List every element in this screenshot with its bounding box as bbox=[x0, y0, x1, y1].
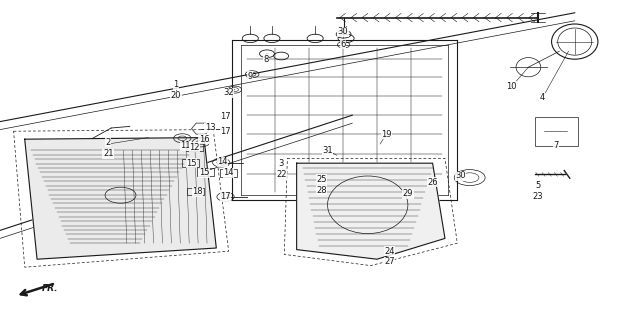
Text: 6: 6 bbox=[341, 40, 345, 49]
Bar bbox=[187, 188, 204, 195]
Text: 15: 15 bbox=[199, 168, 209, 177]
Text: 17: 17 bbox=[220, 192, 231, 201]
Text: 14: 14 bbox=[224, 168, 234, 177]
Text: 23: 23 bbox=[532, 192, 543, 201]
Text: FR.: FR. bbox=[42, 284, 59, 293]
Text: 26: 26 bbox=[427, 178, 438, 187]
Text: 17: 17 bbox=[220, 127, 231, 136]
Text: 21: 21 bbox=[103, 149, 113, 158]
Text: 29: 29 bbox=[403, 189, 413, 198]
Text: 12: 12 bbox=[190, 143, 200, 152]
Polygon shape bbox=[297, 163, 445, 259]
Text: 31: 31 bbox=[322, 146, 333, 155]
Text: 20: 20 bbox=[171, 92, 181, 100]
Text: 13: 13 bbox=[205, 124, 216, 132]
Text: 19: 19 bbox=[381, 130, 391, 139]
Text: 30: 30 bbox=[455, 172, 466, 180]
Text: 4: 4 bbox=[540, 93, 545, 102]
Text: 7: 7 bbox=[554, 141, 559, 150]
Text: 28: 28 bbox=[316, 186, 327, 195]
Text: 14: 14 bbox=[218, 157, 227, 166]
Text: 9: 9 bbox=[248, 72, 253, 81]
Bar bbox=[186, 143, 203, 151]
Text: 30: 30 bbox=[337, 28, 349, 36]
Text: 32: 32 bbox=[223, 88, 234, 97]
Text: 3: 3 bbox=[279, 159, 284, 168]
Text: 17: 17 bbox=[220, 112, 231, 121]
Text: 22: 22 bbox=[276, 170, 286, 179]
Text: 16: 16 bbox=[198, 135, 210, 144]
Text: 10: 10 bbox=[507, 82, 517, 91]
Text: 15: 15 bbox=[187, 159, 197, 168]
Text: 1: 1 bbox=[174, 80, 179, 89]
Polygon shape bbox=[25, 138, 216, 259]
Text: 8: 8 bbox=[263, 55, 268, 64]
Text: 2: 2 bbox=[106, 138, 111, 147]
Text: 11: 11 bbox=[180, 141, 190, 150]
Text: 5: 5 bbox=[535, 181, 540, 190]
Bar bbox=[182, 159, 199, 167]
Text: 25: 25 bbox=[316, 175, 326, 184]
Bar bbox=[535, 117, 578, 146]
Bar bbox=[220, 169, 237, 177]
Bar bbox=[197, 168, 214, 176]
Text: 18: 18 bbox=[192, 188, 203, 196]
Text: 27: 27 bbox=[384, 257, 395, 266]
Text: 24: 24 bbox=[384, 247, 394, 256]
